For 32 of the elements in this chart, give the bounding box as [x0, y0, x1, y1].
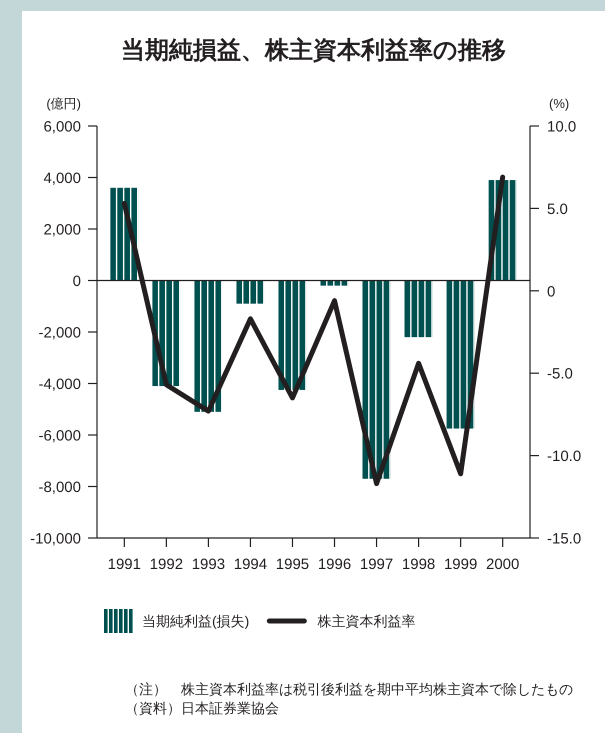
legend-label: 株主資本利益率: [317, 613, 416, 629]
note: （資料）日本証券業協会: [125, 700, 279, 716]
xtick: 1999: [444, 556, 478, 573]
xtick: 2000: [486, 556, 520, 573]
xtick: 1991: [108, 556, 142, 573]
y2tick: -15.0: [547, 530, 582, 548]
ytick: 0: [72, 273, 81, 290]
ytick: -10,000: [30, 530, 81, 548]
ytick: -6,000: [38, 428, 81, 444]
xtick: 1994: [234, 556, 268, 573]
y2tick: -10.0: [547, 448, 582, 466]
ytick: -8,000: [38, 479, 81, 496]
y2tick: 0: [547, 283, 556, 300]
title: 当期純損益、株主資本利益率の推移: [121, 37, 506, 64]
y2tick: 5.0: [547, 200, 568, 218]
xtick: 1993: [192, 556, 226, 573]
xtick: 1996: [318, 556, 352, 573]
ytick: 4,000: [43, 170, 81, 187]
y2tick: 10.0: [547, 118, 576, 136]
ytick: 6,000: [43, 118, 81, 136]
xtick: 1998: [402, 556, 436, 573]
legend-label: 当期純利益(損失): [142, 613, 250, 629]
xtick: 1997: [360, 556, 394, 573]
ylabel: (億円): [46, 96, 81, 111]
note: （注） 株主資本利益率は税引後利益を期中平均株主資本で除したもの: [125, 681, 573, 697]
y2label: (%): [549, 96, 570, 111]
xtick: 1995: [276, 556, 310, 573]
ytick: 2,000: [43, 222, 81, 238]
y2tick: -5.0: [547, 366, 573, 383]
ytick: -2,000: [38, 324, 81, 342]
xtick: 1992: [150, 556, 184, 573]
ytick: -4,000: [38, 376, 81, 393]
